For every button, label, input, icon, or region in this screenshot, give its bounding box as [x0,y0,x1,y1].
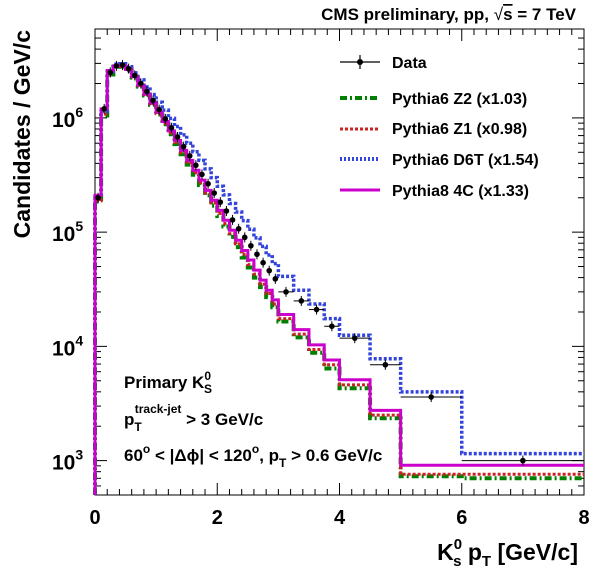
data-point [186,153,193,159]
annotation-block: Primary K0 S pTtrack-jet > 3 GeV/c 60o < … [124,369,382,470]
data-point [223,208,230,214]
data-point [193,162,199,169]
data-point [211,190,217,196]
annotation-primary-k0s: Primary K0 S [124,369,212,396]
data-point [298,298,305,304]
data-point [101,106,107,112]
data-point [283,289,289,295]
x-tick-labels: 0 2 4 6 8 [89,507,589,529]
y-axis-label: Candidates / GeV/c [9,30,35,239]
svg-text:K0s pT [GeV/c]: K0 s pT [GeV/c] [437,536,578,570]
data-point [235,225,242,232]
data-point [351,335,358,341]
data-point [125,65,132,72]
y-tick-label: 104 [52,332,83,360]
x-tick-label: 8 [578,507,589,529]
legend-entry-data: Data [340,55,427,72]
annotation-dphi-cut: 60o < |Δϕ| < 120o, pT > 0.6 GeV/c [124,442,382,470]
data-point [144,88,150,95]
data-point [156,106,162,113]
data-point [113,63,120,69]
legend-label-d6t: Pythia6 D6T (x1.54) [392,152,539,169]
x-tick-label: 2 [212,507,223,529]
y-tick-label: 106 [52,104,83,132]
data-point [272,276,279,282]
legend-entry-pythia8: Pythia8 4C (x1.33) [340,183,529,200]
data-point [150,97,156,104]
chart-title: CMS preliminary, pp, √s = 7 TeV [321,5,577,24]
data-point [168,124,175,131]
data-point [520,457,526,464]
legend-label-z1: Pythia6 Z1 (x0.98) [392,121,527,138]
series-line-1 [93,64,584,495]
data-point [266,267,273,274]
data-point [329,323,335,330]
data-point [95,194,101,201]
data-point [174,134,181,140]
x-tick-label: 6 [456,507,467,529]
x-axis-label: K0 s pT [GeV/c] [437,536,578,570]
y-tick-label: 103 [52,447,83,475]
data-point [162,116,169,122]
data-point [180,143,187,150]
legend-entry-d6t: Pythia6 D6T (x1.54) [340,152,539,169]
data-point [313,306,320,313]
data-point [199,171,205,178]
data-point [205,180,211,187]
data-point [260,259,266,266]
data-point [131,72,138,79]
legend-label-z2: Pythia6 Z2 (x1.03) [392,91,527,108]
svg-text:CMS preliminary, pp, √s = 7 Te: CMS preliminary, pp, √s = 7 TeV [321,5,577,24]
data-point [107,69,114,76]
annotation-track-jet-cut: pTtrack-jet > 3 GeV/c [124,402,263,434]
data-point [119,62,126,68]
data-point [229,217,236,223]
data-point [241,234,248,241]
legend-label-data: Data [392,55,427,72]
legend-entry-z2: Pythia6 Z2 (x1.03) [340,91,527,108]
y-tick-labels: 103 104 105 106 [52,104,83,475]
legend-entry-z1: Pythia6 Z1 (x0.98) [340,121,527,138]
x-tick-label: 0 [89,507,100,529]
y-tick-label: 105 [52,218,83,246]
series-layer [93,60,584,495]
legend: Data Pythia6 Z2 (x1.03) Pythia6 Z1 (x0.9… [340,55,539,200]
legend-label-pythia8: Pythia8 4C (x1.33) [392,183,529,200]
data-point [428,394,434,400]
x-tick-label: 4 [334,507,346,529]
data-point [138,80,144,87]
data-point [217,199,224,205]
series-line-4 [93,64,584,495]
data-point [382,361,389,368]
data-point [254,251,260,258]
data-point [248,242,254,249]
